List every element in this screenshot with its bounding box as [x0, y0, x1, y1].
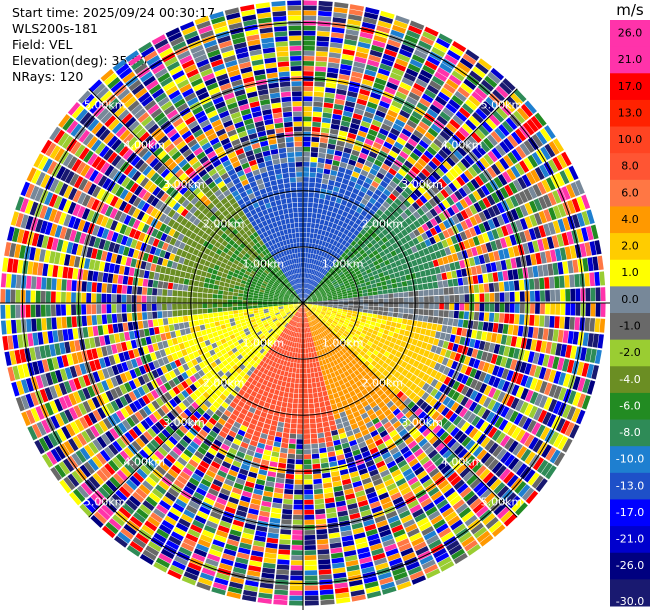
- elevation-label: Elevation(deg): 35.00: [12, 53, 148, 68]
- ring-label-3km-225: 3.00km: [163, 416, 205, 429]
- colorbar-cells: [610, 20, 650, 607]
- field-label: Field: VEL: [12, 37, 73, 52]
- ring-label-2km-315: 2.00km: [203, 218, 245, 231]
- start-time-label: Start time: 2025/09/24 00:30:17: [12, 5, 216, 20]
- colorbar-cell-15: [610, 419, 650, 447]
- colorbar-cell-19: [610, 526, 650, 554]
- colorbar-cell-13: [610, 366, 650, 394]
- ring-label-4km-45: 4.00km: [441, 138, 483, 151]
- colorbar-cell-3: [610, 99, 650, 128]
- ring-label-2km-45: 2.00km: [362, 218, 404, 231]
- ppi-plot: 1.00km 1.00km 1.00km 1.00km 2.00km 2.00km 2.00…: [0, 0, 610, 610]
- diagonal-line-135: [302, 302, 518, 518]
- colorbar-cell-11: [610, 313, 650, 341]
- colorbar-tick-3: 13.0: [618, 106, 643, 119]
- colorbar-cell-12: [610, 339, 650, 367]
- diagonal-line-45: [302, 88, 518, 304]
- colorbar-tick-5: 8.0: [621, 160, 639, 173]
- colorbar-tick-labels: 26.0 21.0 17.0 13.0 10.0 8.0 6.0 4.0 2.0 1.0 0.0 -1…: [616, 27, 644, 609]
- colorbar-tick-17: -13.0: [616, 479, 644, 492]
- colorbar-cell-21: [610, 579, 650, 607]
- colorbar-cell-6: [610, 179, 650, 207]
- colorbar-cell-9: [610, 259, 650, 287]
- colorbar-tick-14: -6.0: [619, 399, 640, 412]
- range-ring-labels: 1.00km 1.00km 1.00km 1.00km 2.00km 2.00km 2.00…: [84, 99, 522, 509]
- colorbar-tick-20: -26.0: [616, 559, 644, 572]
- ring-label-2km-225: 2.00km: [203, 376, 245, 389]
- ring-label-3km-135: 3.00km: [401, 416, 443, 429]
- ring-label-3km-315: 3.00km: [163, 178, 205, 191]
- colorbar-cell-14: [610, 392, 650, 421]
- colorbar-cell-4: [610, 126, 650, 154]
- colorbar-cell-10: [610, 286, 650, 314]
- colorbar-cell-20: [610, 552, 650, 580]
- colorbar-tick-0: 26.0: [618, 27, 643, 40]
- colorbar-tick-12: -2.0: [619, 346, 640, 359]
- ring-label-5km-225: 5.00km: [84, 495, 126, 508]
- colorbar-unit-label: m/s: [616, 1, 644, 19]
- nrays-label: NRays: 120: [12, 69, 84, 84]
- colorbar-tick-11: -1.0: [619, 320, 640, 333]
- colorbar-tick-10: 0.0: [621, 293, 639, 306]
- colorbar-cell-2: [610, 73, 650, 101]
- colorbar-cell-5: [610, 153, 650, 181]
- ring-label-5km-315: 5.00km: [84, 99, 126, 112]
- ring-label-1km-45: 1.00km: [322, 257, 364, 270]
- ring-label-5km-45: 5.00km: [481, 99, 523, 112]
- ring-label-1km-135: 1.00km: [322, 337, 364, 350]
- colorbar-tick-19: -21.0: [616, 533, 644, 546]
- colorbar-cell-0: [610, 20, 650, 48]
- ring-label-4km-225: 4.00km: [124, 456, 166, 469]
- colorbar-tick-7: 4.0: [621, 213, 639, 226]
- colorbar-cell-8: [610, 233, 650, 261]
- colorbar-tick-4: 10.0: [618, 133, 643, 146]
- colorbar-cell-7: [610, 206, 650, 234]
- ring-label-5km-135: 5.00km: [481, 495, 523, 508]
- colorbar-tick-18: -17.0: [616, 506, 644, 519]
- colorbar-tick-1: 21.0: [618, 53, 643, 66]
- colorbar-tick-9: 1.0: [621, 266, 639, 279]
- ring-label-1km-315: 1.00km: [243, 257, 285, 270]
- colorbar-cell-18: [610, 499, 650, 527]
- colorbar-tick-8: 2.0: [621, 240, 639, 253]
- colorbar-cell-17: [610, 472, 650, 500]
- colorbar-tick-16: -10.0: [616, 453, 644, 466]
- velocity-bins: [0, 0, 606, 606]
- ring-label-3km-45: 3.00km: [401, 178, 443, 191]
- colorbar-tick-15: -8.0: [619, 426, 640, 439]
- instrument-label: WLS200s-181: [12, 21, 98, 36]
- ring-label-2km-135: 2.00km: [362, 376, 404, 389]
- range-grid: [0, 0, 610, 610]
- colorbar-cell-16: [610, 446, 650, 474]
- colorbar-cell-1: [610, 46, 650, 74]
- colorbar: m/s 26.0 21.0 17.0 13.0 10.0 8.0 6.0 4.0 2.0 1.0 0…: [610, 1, 650, 609]
- colorbar-tick-6: 6.0: [621, 186, 639, 199]
- diagonal-line-225: [88, 302, 304, 518]
- colorbar-tick-21: -30.0: [616, 595, 644, 608]
- colorbar-tick-2: 17.0: [618, 80, 643, 93]
- ring-label-4km-315: 4.00km: [124, 138, 166, 151]
- colorbar-tick-13: -4.0: [619, 373, 640, 386]
- ring-label-4km-135: 4.00km: [441, 456, 483, 469]
- ring-label-1km-225: 1.00km: [243, 337, 285, 350]
- diagonal-line-315: [88, 88, 304, 304]
